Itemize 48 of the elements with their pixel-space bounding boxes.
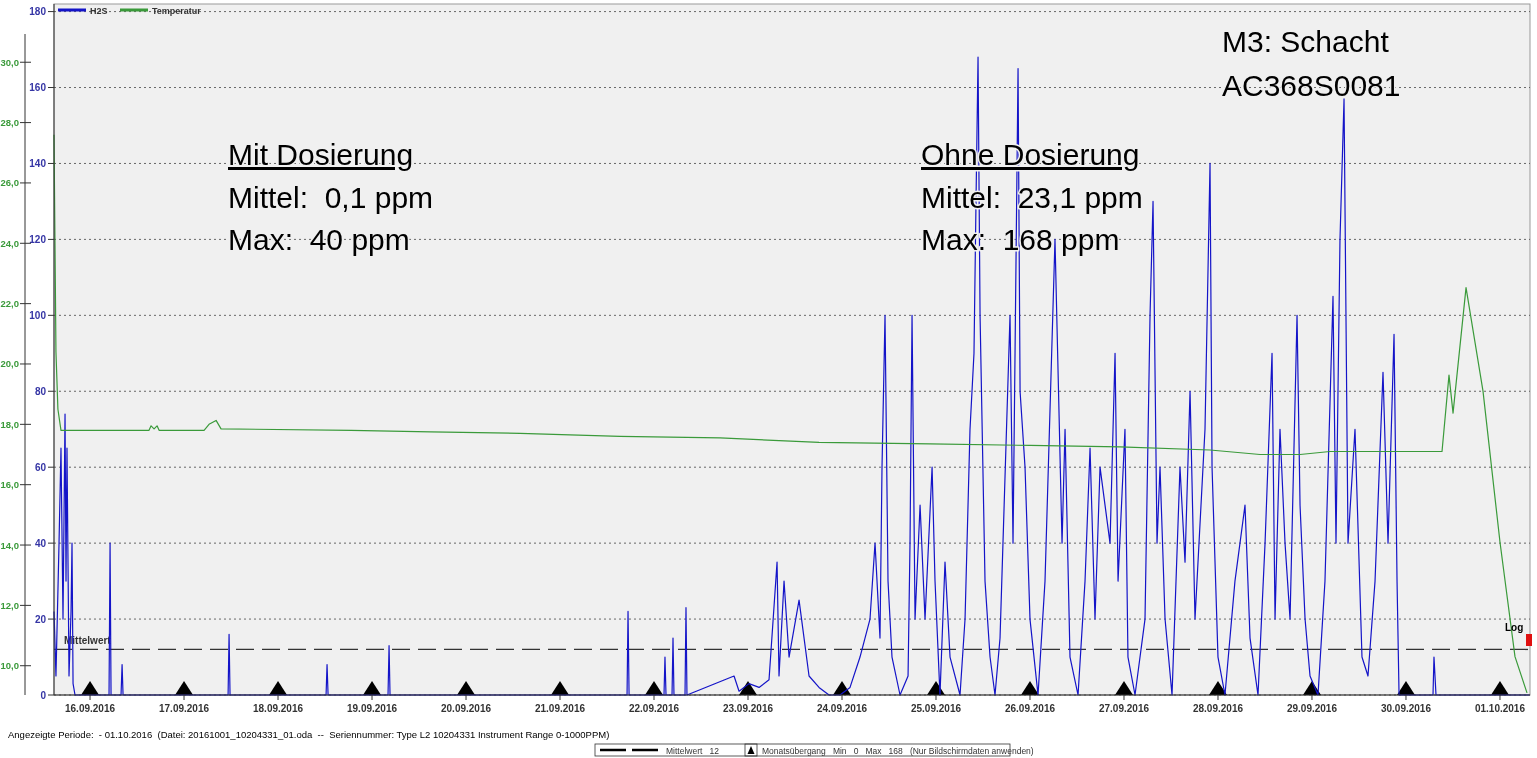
text: Angezeigte Periode: - 01.10.2016 (Datei: 20161001_10204331_01.oda -- Seriennummer: Type L2 10204331 Instrument Range 0-1000PPM) [8, 729, 610, 740]
y2-tick-label: 30,0 [0, 56, 19, 68]
annotation: Log [1505, 622, 1524, 633]
y-tick-label: 160 [29, 82, 47, 94]
x-tick-label: 27.09.2016 [1098, 703, 1150, 714]
x-tick-label: 28.09.2016 [1192, 703, 1244, 714]
text: Mittelwert 12 [666, 745, 720, 756]
x-tick-label: 24.09.2016 [816, 703, 868, 714]
annotation: M3: Schacht [1222, 25, 1390, 58]
y2-tick-label: 16,0 [0, 479, 19, 491]
x-tick-label: 20.09.2016 [440, 703, 492, 714]
x-tick-label: 18.09.2016 [252, 703, 304, 714]
y2-tick-label: 28,0 [0, 117, 19, 129]
annotation: AC368S0081 [1222, 69, 1401, 102]
y2-tick-label: 24,0 [0, 237, 19, 249]
y-tick-label: 180 [29, 6, 47, 18]
x-tick-label: 23.09.2016 [722, 703, 774, 714]
annotation: Mit Dosierung [228, 138, 414, 171]
legend-label: Temperatur [152, 6, 202, 16]
x-tick-label: 16.09.2016 [65, 703, 116, 714]
x-tick-label: 25.09.2016 [910, 703, 962, 714]
y-tick-label: 140 [29, 157, 47, 169]
x-tick-label: 19.09.2016 [346, 703, 398, 714]
x-tick-label: 29.09.2016 [1286, 703, 1338, 714]
y2-tick-label: 14,0 [0, 539, 19, 551]
y2-tick-label: 18,0 [0, 418, 19, 430]
x-tick-label: 01.10.2016 [1474, 703, 1526, 714]
y2-tick-label: 20,0 [0, 358, 19, 370]
x-tick-label: 26.09.2016 [1004, 703, 1056, 714]
y-tick-label: 120 [29, 233, 47, 245]
y-tick-label: 100 [29, 309, 47, 321]
y-tick-label: 40 [34, 537, 47, 549]
y2-tick-label: 12,0 [0, 599, 19, 611]
x-tick-label: 17.09.2016 [159, 703, 210, 714]
legend-label: H2S [90, 6, 108, 16]
text: Monatsübergang Min 0 Max 168 (Nur Bildschirmdaten anwenden) [762, 745, 1034, 756]
annotation: Mittel: 0,1 ppm [228, 181, 434, 214]
x-tick-label: 21.09.2016 [534, 703, 586, 714]
y-tick-label: 60 [34, 461, 47, 473]
x-tick-label: 22.09.2016 [628, 703, 680, 714]
y-tick-label: 80 [34, 385, 47, 397]
y2-tick-label: 10,0 [0, 660, 19, 672]
y-tick-label: 20 [34, 613, 47, 625]
annotation: Max: 40 ppm [228, 223, 410, 256]
y2-tick-label: 22,0 [0, 298, 19, 310]
x-tick-label: 30.09.2016 [1380, 703, 1432, 714]
y2-tick-label: 26,0 [0, 177, 19, 189]
y-tick-label: 0 [40, 689, 47, 701]
